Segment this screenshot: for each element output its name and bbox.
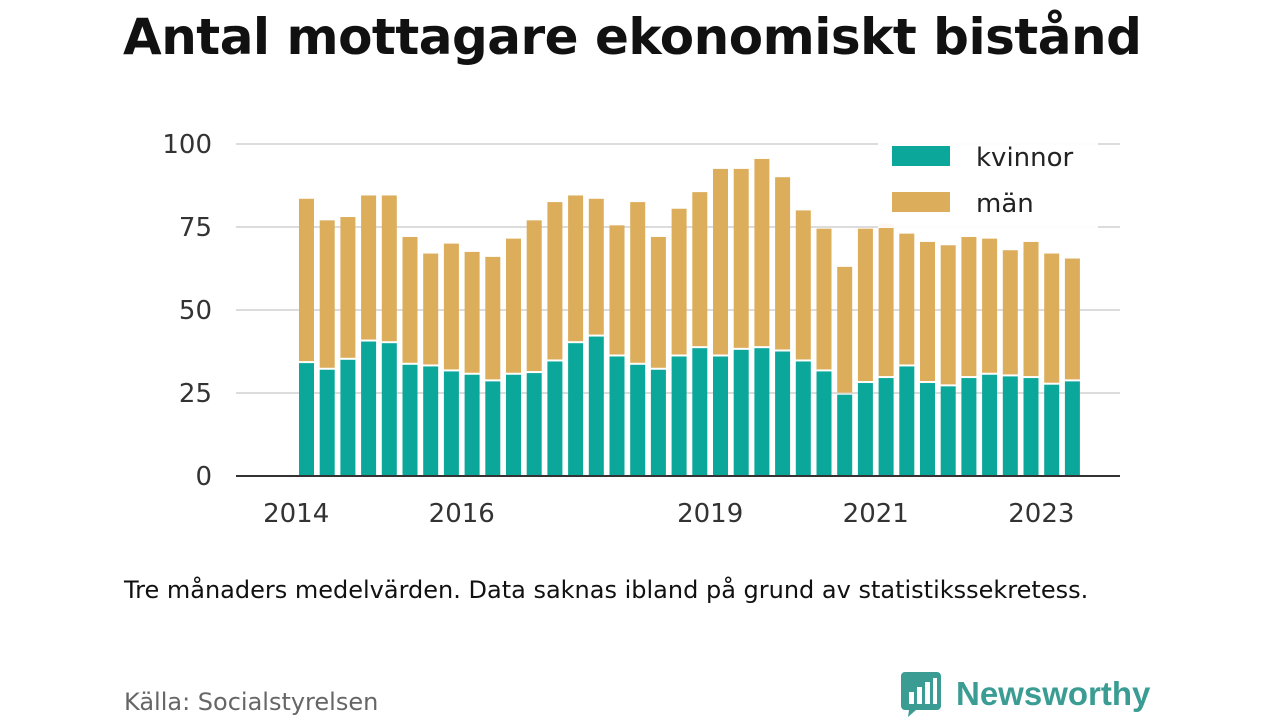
bar-kvinnor — [609, 356, 625, 476]
bar-kvinnor — [837, 394, 853, 476]
bar-kvinnor — [361, 341, 377, 476]
bar-man — [713, 168, 728, 355]
bar-man — [920, 241, 935, 382]
bar-man — [609, 225, 625, 355]
y-tick-label: 0 — [195, 462, 212, 492]
bar-kvinnor — [940, 386, 956, 476]
bar-man — [650, 236, 666, 368]
x-tick-label: 2021 — [843, 499, 909, 529]
bar-man — [485, 256, 501, 380]
bar-kvinnor — [547, 361, 563, 476]
bar-man — [754, 158, 770, 347]
legend-swatch — [892, 146, 950, 166]
bar-kvinnor — [857, 383, 873, 476]
chart-title: Antal mottagare ekonomiskt bistånd — [123, 8, 1142, 66]
y-tick-label: 75 — [179, 213, 212, 243]
bar-kvinnor — [920, 383, 935, 476]
x-tick-label: 2016 — [429, 499, 495, 529]
legend-label: män — [976, 189, 1034, 219]
brand-name: Newsworthy — [956, 675, 1151, 712]
source-label: Källa: Socialstyrelsen — [124, 688, 379, 716]
bar-man — [506, 238, 521, 373]
bar-kvinnor — [485, 381, 501, 476]
bar-man — [1002, 250, 1018, 375]
legend-swatch — [892, 192, 950, 212]
bar-kvinnor — [340, 359, 356, 476]
bar-kvinnor — [692, 348, 708, 476]
bar-man — [464, 251, 480, 373]
bar-man — [361, 195, 377, 340]
bar-man — [692, 192, 708, 347]
bar-kvinnor — [443, 371, 459, 476]
bar-kvinnor — [630, 364, 646, 476]
newsworthy-brand: Newsworthy — [900, 670, 1150, 718]
bar-man — [899, 233, 915, 365]
bar-man — [816, 228, 832, 370]
bar-kvinnor — [526, 373, 542, 476]
bar-man — [588, 198, 604, 335]
bar-kvinnor — [464, 374, 480, 476]
bar-man — [961, 236, 977, 377]
bar-man — [733, 168, 749, 348]
x-tick-label: 2019 — [677, 499, 743, 529]
bar-kvinnor — [381, 343, 397, 476]
bar-kvinnor — [899, 366, 915, 476]
bar-kvinnor — [588, 336, 604, 476]
bar-kvinnor — [1064, 381, 1080, 476]
bar-kvinnor — [568, 343, 584, 476]
bar-man — [940, 245, 956, 385]
y-tick-label: 100 — [162, 130, 212, 160]
bar-man — [1044, 253, 1060, 383]
x-tick-label: 2023 — [1008, 499, 1074, 529]
y-tick-label: 25 — [179, 379, 212, 409]
bar-kvinnor — [754, 348, 770, 476]
bar-man — [423, 253, 439, 365]
bar-man — [340, 217, 356, 358]
bar-kvinnor — [650, 369, 666, 476]
bar-kvinnor — [299, 363, 314, 476]
bar-man — [443, 243, 459, 370]
bar-kvinnor — [1002, 376, 1018, 476]
bar-kvinnor — [671, 356, 687, 476]
bar-man — [857, 228, 873, 382]
bar-kvinnor — [961, 378, 977, 476]
bar-man — [1023, 241, 1039, 377]
chart-note: Tre månaders medelvärden. Data saknas ib… — [124, 576, 1089, 604]
bar-kvinnor — [733, 349, 749, 476]
x-tick-label: 2014 — [263, 499, 329, 529]
y-tick-label: 50 — [179, 296, 212, 326]
bar-kvinnor — [795, 361, 811, 476]
bar-kvinnor — [1023, 378, 1039, 476]
bar-man — [381, 195, 397, 342]
legend: kvinnor män — [878, 132, 1098, 228]
bar-man — [775, 177, 791, 350]
bar-kvinnor — [423, 366, 439, 476]
bar-man — [837, 266, 853, 393]
bar-man — [402, 236, 418, 363]
bar-man — [795, 210, 811, 360]
bar-man — [982, 238, 998, 373]
bar-chart: 0 25 50 75 100 2014 2016 2019 2021 2023 kvinnor män — [162, 130, 1120, 529]
bar-man — [630, 202, 646, 363]
newsworthy-logo-icon — [901, 672, 941, 717]
bar-man — [878, 223, 894, 377]
bar-man — [671, 208, 687, 355]
bar-man — [547, 202, 563, 360]
bar-man — [526, 220, 542, 372]
bar-kvinnor — [319, 369, 335, 476]
bar-kvinnor — [506, 374, 521, 476]
bar-kvinnor — [816, 371, 832, 476]
bar-man — [299, 198, 314, 362]
bar-man — [568, 195, 584, 342]
bar-man — [1064, 258, 1080, 380]
bar-kvinnor — [402, 364, 418, 476]
bar-kvinnor — [982, 374, 998, 476]
bar-kvinnor — [713, 356, 728, 476]
bar-kvinnor — [878, 378, 894, 476]
bar-kvinnor — [1044, 384, 1060, 476]
bar-man — [319, 220, 335, 368]
legend-label: kvinnor — [976, 143, 1074, 173]
bar-kvinnor — [775, 351, 791, 476]
